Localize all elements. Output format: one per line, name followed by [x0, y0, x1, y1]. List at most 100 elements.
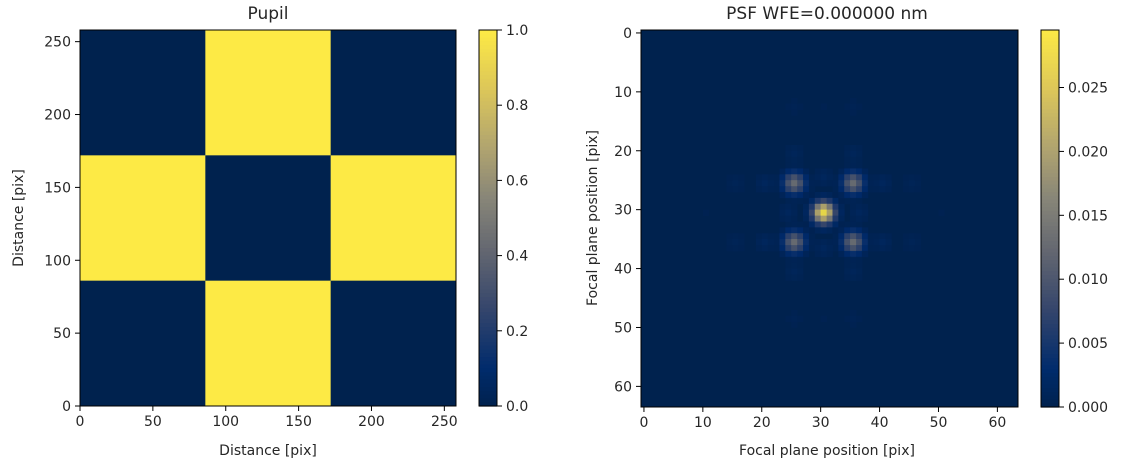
psf-pixel — [791, 262, 798, 269]
psf-pixel — [726, 186, 733, 193]
psf-pixel — [785, 233, 792, 240]
psf-pixel — [802, 239, 810, 246]
pupil-y-tick-label: 50 — [53, 326, 71, 342]
psf-pixel — [856, 239, 863, 246]
psf-colorbar-segment — [1041, 229, 1059, 235]
psf-pixel — [826, 197, 833, 205]
psf-pixel — [767, 186, 774, 193]
psf-pixel — [832, 203, 839, 211]
pupil-colorbar-segment — [479, 60, 497, 65]
psf-pixel — [802, 209, 810, 216]
psf-colorbar-segment — [1041, 335, 1059, 340]
psf-colorbar-segment — [1041, 388, 1059, 393]
psf-pixel — [873, 180, 880, 187]
psf-pixel — [838, 227, 845, 234]
psf-colorbar-segment — [1041, 244, 1059, 250]
psf-pixel — [773, 180, 780, 187]
pupil-colorbar: 0.0 0.2 0.4 0.6 0.8 1.0 — [478, 23, 528, 415]
psf-colorbar-segment — [1041, 248, 1059, 254]
pupil-colorbar-segment — [479, 71, 497, 76]
psf-pixel — [797, 268, 804, 275]
psf-colorbar-segment — [1041, 180, 1059, 186]
psf-colorbar-segment — [1041, 222, 1059, 227]
psf-pixel — [802, 174, 810, 181]
psf-pixel — [785, 191, 792, 199]
pupil-colorbar-segment — [479, 187, 497, 193]
psf-pixel — [732, 233, 739, 240]
psf-colorbar-segment — [1041, 63, 1059, 69]
psf-pixel — [826, 227, 833, 234]
psf-pixel — [867, 233, 875, 240]
psf-pixel — [791, 156, 798, 163]
psf-pixel — [903, 186, 910, 193]
psf-colorbar-segment — [1041, 218, 1059, 223]
psf-pixel — [797, 144, 804, 152]
psf-x-tick-label: 10 — [694, 415, 712, 431]
psf-pixel — [802, 168, 810, 175]
psf-colorbar-segment — [1041, 297, 1059, 303]
psf-pixel — [903, 174, 910, 181]
psf-colorbar-segment — [1041, 380, 1059, 385]
psf-pixel — [832, 191, 839, 199]
pupil-colorbar-tick-label: 0.6 — [506, 173, 528, 189]
psf-colorbar-segment — [1041, 86, 1059, 91]
pupil-colorbar-segment — [479, 131, 497, 136]
psf-pixel — [732, 239, 739, 246]
pupil-cell — [80, 280, 206, 407]
psf-pixel — [850, 156, 857, 163]
pupil-colorbar-segment — [479, 184, 497, 189]
psf-pixel — [838, 203, 845, 211]
psf-pixel — [820, 174, 827, 181]
psf-pixel — [738, 180, 745, 187]
psf-colorbar-segment — [1041, 399, 1059, 404]
psf-pixel — [885, 180, 892, 187]
pupil-colorbar-segment — [479, 93, 497, 99]
pupil-colorbar-segment — [479, 139, 497, 144]
psf-pixel — [850, 233, 857, 240]
psf-pixel — [785, 239, 792, 246]
pupil-colorbar-segment — [479, 383, 497, 388]
psf-pixel — [797, 233, 804, 240]
psf-pixel — [820, 239, 827, 246]
psf-pixel — [914, 186, 922, 193]
psf-pixel — [802, 186, 810, 193]
psf-pixel — [826, 203, 833, 211]
psf-pixel — [856, 180, 863, 187]
pupil-colorbar-segment — [479, 210, 497, 215]
psf-pixel — [856, 215, 863, 222]
psf-pixel — [797, 227, 804, 234]
psf-pixel — [779, 209, 786, 216]
psf-colorbar-segment — [1041, 237, 1059, 242]
psf-pixel — [856, 233, 863, 240]
psf-pixel — [879, 239, 886, 246]
psf-pixel — [850, 103, 857, 110]
pupil-colorbar-segment — [479, 364, 497, 369]
psf-pixel — [767, 239, 774, 246]
psf-pixel — [732, 245, 739, 252]
psf-pixel — [755, 239, 763, 246]
psf-pixel — [738, 186, 745, 193]
psf-pixel — [808, 203, 816, 211]
psf-pixel — [808, 215, 816, 222]
psf-pixel — [767, 180, 774, 187]
psf-pixel — [773, 233, 780, 240]
pupil-x-tick-label: 200 — [358, 414, 385, 430]
pupil-image — [80, 30, 457, 407]
psf-pixel — [867, 186, 875, 193]
psf-colorbar-segment — [1041, 339, 1059, 344]
pupil-title: Pupil — [248, 4, 289, 24]
psf-pixel — [791, 209, 798, 216]
pupil-colorbar-segment — [479, 33, 497, 39]
pupil-colorbar-segment — [479, 202, 497, 208]
psf-colorbar-segment — [1041, 90, 1059, 95]
psf-pixel — [850, 97, 857, 105]
psf-colorbar-segment — [1041, 82, 1059, 88]
psf-pixel — [779, 215, 786, 222]
psf-colorbar-segment — [1041, 354, 1059, 359]
pupil-colorbar-segment — [479, 105, 497, 110]
psf-colorbar: 0.000 0.005 0.010 0.015 0.020 0.025 — [1040, 29, 1108, 416]
psf-pixel — [820, 197, 827, 205]
psf-colorbar-segment — [1041, 252, 1059, 257]
pupil-colorbar-segment — [479, 154, 497, 159]
psf-pixel — [732, 186, 739, 193]
